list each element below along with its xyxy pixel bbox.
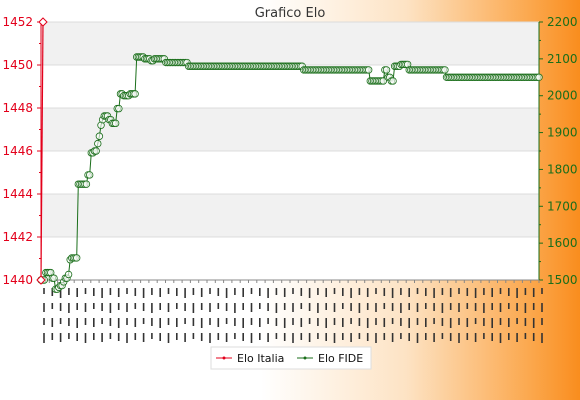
left-tick-label: 1448: [2, 101, 33, 115]
elo-fide-point: [95, 132, 104, 140]
elo-fide-point: [379, 77, 387, 85]
elo-fide-point: [389, 77, 397, 85]
elo-fide-point: [94, 139, 102, 148]
elo-fide-point: [111, 119, 120, 128]
plot-band: [41, 194, 539, 237]
elo-fide-point: [82, 180, 91, 188]
series-elo-italia: [36, 17, 48, 285]
left-tick-label: 1442: [2, 230, 33, 244]
left-tick-label: 1452: [2, 15, 33, 29]
elo-fide-point: [441, 66, 449, 74]
elo-fide-point: [382, 66, 391, 74]
series-elo-fide: [37, 53, 543, 293]
elo-fide-point: [535, 73, 543, 81]
legend-marker-elo-italia: [222, 356, 226, 360]
elo-fide-point: [131, 90, 139, 98]
right-tick-label: 2100: [547, 52, 578, 66]
right-tick-label: 1600: [547, 236, 578, 250]
right-tick-label: 1800: [547, 162, 578, 176]
right-tick-label: 2000: [547, 89, 578, 103]
elo-fide-point: [92, 147, 100, 155]
left-tick-label: 1446: [2, 144, 33, 158]
elo-italia-line: [40, 21, 44, 281]
elo-italia-point: [38, 17, 48, 27]
right-tick-label: 1700: [547, 199, 578, 213]
left-tick-label: 1444: [2, 187, 33, 201]
right-axis-ticks: 1500 1600 1700 1800 1900 2000 2100 2200: [539, 15, 578, 287]
legend-item-elo-italia[interactable]: Elo Italia: [216, 352, 284, 365]
right-tick-label: 2200: [547, 15, 578, 29]
legend-label-elo-italia: Elo Italia: [237, 352, 284, 365]
elo-fide-point: [364, 66, 373, 74]
plot-band: [41, 22, 539, 65]
legend-label-elo-fide: Elo FIDE: [318, 352, 363, 365]
legend-item-elo-fide[interactable]: Elo FIDE: [297, 352, 363, 365]
elo-fide-point: [72, 254, 81, 262]
chart-title: Grafico Elo: [255, 6, 326, 21]
elo-fide-point: [115, 104, 123, 113]
plot-band: [41, 108, 539, 151]
elo-fide-point: [85, 171, 94, 179]
right-tick-label: 1900: [547, 126, 578, 140]
left-tick-label: 1450: [2, 58, 33, 72]
legend-marker-elo-fide: [303, 356, 307, 360]
elo-fide-point: [50, 274, 58, 282]
elo-italia-point: [36, 275, 46, 285]
legend-box: [210, 346, 372, 370]
elo-fide-point: [64, 270, 73, 279]
legend: Elo Italia Elo FIDE: [210, 346, 372, 370]
right-tick-label: 1500: [547, 273, 578, 287]
left-axis-ticks: 1440 1442 1444 1446 1448 1450 1452: [2, 15, 41, 287]
x-axis-ticks: [40, 280, 543, 343]
left-tick-label: 1440: [2, 273, 33, 287]
